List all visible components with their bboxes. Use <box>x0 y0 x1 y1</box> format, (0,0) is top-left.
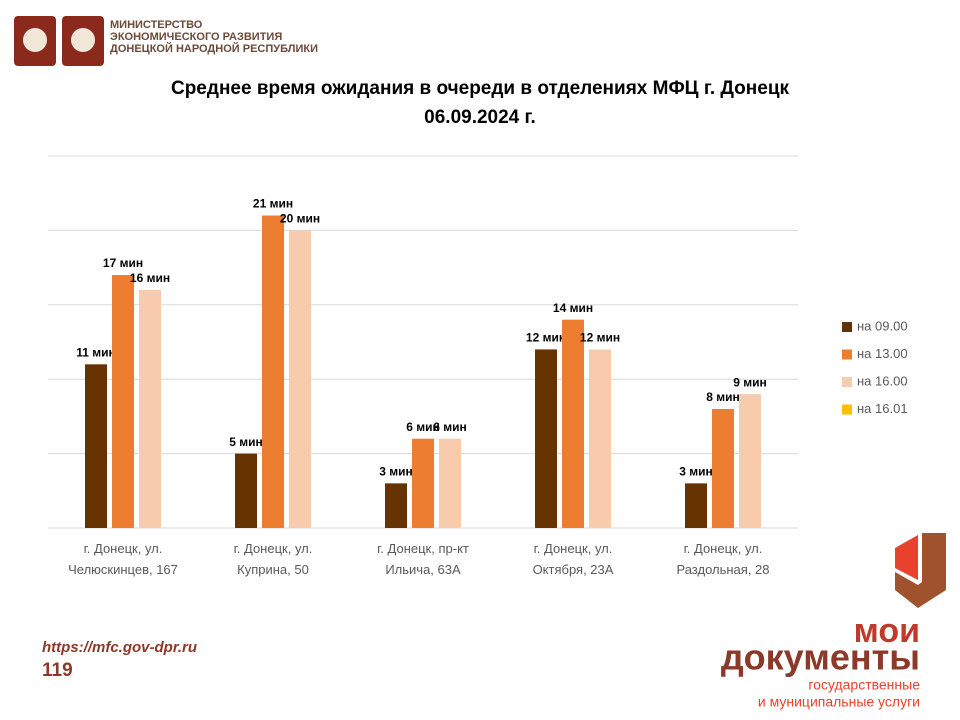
chart-subtitle: 06.09.2024 г. <box>424 107 536 128</box>
legend-label: на 13.00 <box>857 346 908 361</box>
data-label: 20 мин <box>280 212 320 226</box>
logo-main: документы <box>721 637 920 678</box>
emblem-figure <box>23 28 47 52</box>
legend-swatch <box>842 404 852 415</box>
logo-top: мои <box>854 612 920 650</box>
data-label: 21 мин <box>253 197 293 211</box>
data-label: 6 мин <box>406 420 440 434</box>
data-label: 3 мин <box>379 465 413 479</box>
data-label: 5 мин <box>229 435 263 449</box>
logo-sub: государственные <box>808 677 920 693</box>
bar <box>235 453 257 528</box>
bar <box>562 319 584 528</box>
bar <box>589 349 611 528</box>
bar <box>385 483 407 528</box>
bar <box>535 349 557 528</box>
data-label: 6 мин <box>433 420 467 434</box>
x-tick-label: г. Донецк, ул. Октября, 23А <box>532 541 614 577</box>
bar <box>262 215 284 528</box>
ministry-line: ДОНЕЦКОЙ НАРОДНОЙ РЕСПУБЛИКИ <box>110 42 318 55</box>
bar <box>685 483 707 528</box>
page-number: 119 <box>42 660 73 681</box>
data-label: 8 мин <box>706 390 740 404</box>
chart-title: Среднее время ожидания в очереди в отдел… <box>171 78 790 99</box>
x-tick-label: г. Донецк, пр-кт Ильича, 63А <box>377 541 469 577</box>
bar <box>412 438 434 528</box>
data-label: 11 мин <box>76 345 116 359</box>
x-tick-label: г. Донецк, ул. Куприна, 50 <box>233 541 313 577</box>
bar <box>112 275 134 528</box>
logo-shape <box>895 533 946 608</box>
legend-label: на 09.00 <box>857 318 908 333</box>
x-tick-label: г. Донецк, ул. Челюскинцев, 167 <box>68 541 178 577</box>
data-label: 14 мин <box>553 301 593 315</box>
legend-label: на 16.00 <box>857 373 908 388</box>
bar <box>289 230 311 528</box>
data-label: 16 мин <box>130 271 170 285</box>
bar <box>139 289 161 528</box>
legend-swatch <box>842 377 852 387</box>
bar <box>712 408 734 528</box>
emblem-figure <box>71 28 95 52</box>
ministry-line: МИНИСТЕРСТВО <box>110 19 203 31</box>
legend-swatch <box>842 322 852 332</box>
bar <box>85 364 107 528</box>
url: https://mfc.gov-dpr.ru <box>42 639 197 656</box>
bar <box>439 438 461 528</box>
legend-label: на 16.01 <box>857 401 908 416</box>
data-label: 12 мин <box>526 331 566 345</box>
logo-shape <box>895 535 918 580</box>
bar <box>739 394 761 528</box>
legend-swatch <box>842 349 852 360</box>
ministry-line: ЭКОНОМИЧЕСКОГО РАЗВИТИЯ <box>110 31 282 43</box>
data-label: 9 мин <box>733 375 767 389</box>
data-label: 17 мин <box>103 256 143 270</box>
data-label: 3 мин <box>679 465 713 479</box>
x-tick-label: г. Донецк, ул. Раздольная, 28 <box>676 541 770 577</box>
logo-sub: и муниципальные услуги <box>758 694 920 710</box>
data-label: 12 мин <box>580 331 620 345</box>
